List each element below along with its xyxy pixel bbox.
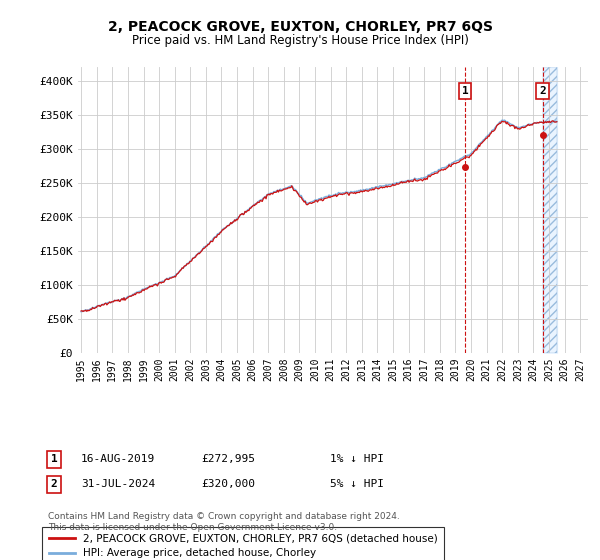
Text: 2: 2: [50, 479, 58, 489]
Legend: 2, PEACOCK GROVE, EUXTON, CHORLEY, PR7 6QS (detached house), HPI: Average price,: 2, PEACOCK GROVE, EUXTON, CHORLEY, PR7 6…: [43, 527, 444, 560]
Text: 31-JUL-2024: 31-JUL-2024: [81, 479, 155, 489]
Text: 2, PEACOCK GROVE, EUXTON, CHORLEY, PR7 6QS: 2, PEACOCK GROVE, EUXTON, CHORLEY, PR7 6…: [107, 20, 493, 34]
Text: 2: 2: [539, 86, 546, 96]
Text: 5% ↓ HPI: 5% ↓ HPI: [330, 479, 384, 489]
Text: £272,995: £272,995: [201, 454, 255, 464]
Text: 1: 1: [50, 454, 58, 464]
Text: 1% ↓ HPI: 1% ↓ HPI: [330, 454, 384, 464]
Text: 1: 1: [462, 86, 469, 96]
Text: Contains HM Land Registry data © Crown copyright and database right 2024.
This d: Contains HM Land Registry data © Crown c…: [48, 512, 400, 532]
Text: Price paid vs. HM Land Registry's House Price Index (HPI): Price paid vs. HM Land Registry's House …: [131, 34, 469, 46]
Text: £320,000: £320,000: [201, 479, 255, 489]
Text: 16-AUG-2019: 16-AUG-2019: [81, 454, 155, 464]
